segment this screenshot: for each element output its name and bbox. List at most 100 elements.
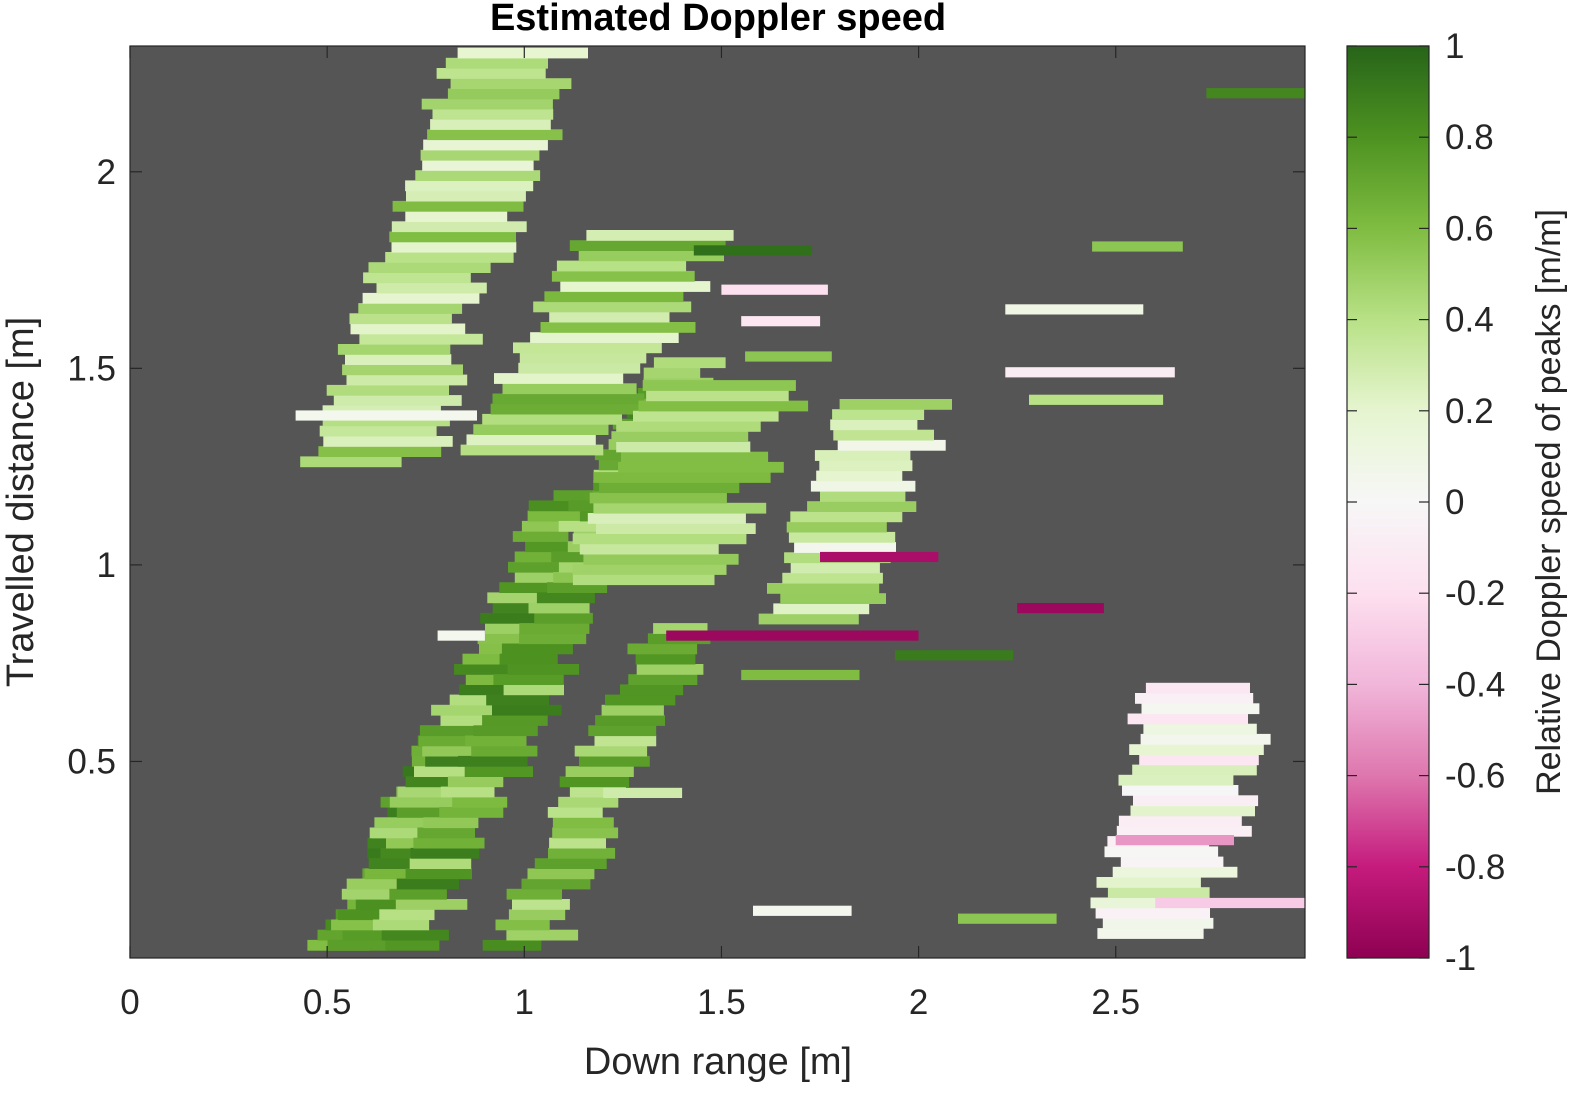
heatmap-cell: [653, 357, 726, 369]
heatmap-cell: [1139, 754, 1259, 766]
colorbar-tick-label: 0: [1445, 483, 1464, 522]
heatmap-cell: [494, 373, 624, 384]
heatmap-cell: [422, 160, 534, 171]
heatmap-cell: [1029, 394, 1164, 405]
heatmap-cell: [1097, 928, 1204, 939]
heatmap-cell: [457, 47, 588, 59]
heatmap-cell: [519, 352, 647, 364]
heatmap-cell: [553, 490, 620, 501]
heatmap-band: [482, 623, 711, 951]
heatmap-cell: [415, 170, 541, 181]
heatmap-cell: [1132, 764, 1257, 776]
heatmap-cell: [355, 899, 408, 910]
heatmap-cell: [409, 858, 472, 869]
heatmap-cell: [1017, 603, 1104, 614]
heatmap-cell: [894, 650, 1014, 661]
heatmap-cell: [471, 745, 538, 757]
heatmap-cell: [480, 612, 548, 624]
heatmap-cell: [372, 919, 430, 931]
heatmap-cell: [485, 623, 543, 634]
heatmap-cell: [628, 674, 698, 685]
heatmap-cell: [627, 643, 698, 655]
heatmap-cell: [389, 231, 516, 243]
heatmap-cell: [342, 929, 400, 941]
x-tick-label: 2: [909, 983, 928, 1022]
heatmap-cell: [1127, 713, 1248, 725]
colorbar-ticks: 1 0.8 0.6 0.4 0.2 0 -0.2 -0.4 -0.6 -0.8 -1: [1347, 27, 1505, 978]
heatmap-cell: [528, 602, 590, 614]
heatmap-cell: [773, 603, 870, 615]
heatmap-cell: [396, 878, 459, 890]
heatmap-cell: [958, 913, 1057, 924]
heatmap-cell: [579, 755, 650, 767]
heatmap-cell: [595, 715, 665, 726]
heatmap-cell: [462, 653, 517, 665]
heatmap-cell: [420, 149, 540, 161]
heatmap-cell: [642, 380, 796, 391]
heatmap-cell: [633, 410, 779, 422]
heatmap-cell: [318, 446, 442, 457]
heatmap-cell: [721, 284, 828, 295]
heatmap-cell: [508, 909, 566, 921]
heatmap-cell: [322, 415, 450, 427]
heatmap-cell: [507, 664, 580, 675]
heatmap-cell: [508, 561, 562, 573]
heatmap-cell: [326, 384, 449, 396]
heatmap-cell: [741, 669, 860, 681]
heatmap-cell: [1096, 877, 1201, 888]
heatmap-cell: [514, 572, 574, 583]
y-tick-label: 2: [97, 153, 116, 192]
heatmap-cell: [745, 351, 832, 362]
heatmap-cell: [547, 582, 608, 593]
heatmap-cell: [1129, 744, 1264, 755]
heatmap-cell: [521, 878, 591, 890]
heatmap-cell: [376, 282, 487, 294]
heatmap-cell: [528, 500, 593, 512]
heatmap-cell: [643, 367, 701, 379]
heatmap-cell: [342, 364, 463, 376]
heatmap-cell: [1116, 825, 1252, 837]
heatmap-cell: [300, 456, 402, 468]
heatmap-cell: [1140, 733, 1271, 745]
heatmap-cell: [486, 694, 549, 706]
heatmap-cell: [337, 909, 396, 921]
heatmap-cell: [594, 735, 657, 747]
heatmap-cell: [548, 847, 616, 859]
heatmap-cell: [430, 119, 551, 130]
heatmap-cell: [359, 333, 483, 345]
heatmap-cell: [574, 745, 648, 757]
colorbar-tick-label: -0.2: [1445, 574, 1505, 613]
heatmap-cell: [396, 807, 456, 818]
chart-title: Estimated Doppler speed: [490, 0, 946, 39]
heatmap-cell: [589, 492, 727, 504]
heatmap-cell: [552, 817, 614, 829]
heatmap-cell: [1102, 917, 1214, 929]
colorbar-tick-label: 0.8: [1445, 118, 1494, 157]
heatmap-cell: [495, 919, 550, 931]
colorbar-tick-label: 0.4: [1445, 301, 1494, 340]
heatmap-cell: [525, 541, 582, 553]
heatmap-band: [1090, 682, 1271, 939]
heatmap-cell: [666, 630, 919, 641]
heatmap-cell: [558, 520, 625, 532]
heatmap-cell: [620, 684, 684, 696]
heatmap-cell: [519, 623, 590, 634]
heatmap-cell: [457, 755, 528, 767]
heatmap-cell: [502, 383, 637, 395]
heatmap-cell: [565, 766, 634, 777]
heatmap-cell: [616, 421, 761, 432]
heatmap-cell: [349, 313, 452, 325]
heatmap-cell: [331, 919, 392, 931]
heatmap-cell: [337, 344, 451, 355]
heatmap-cell: [439, 807, 504, 818]
heatmap-cell: [395, 899, 468, 910]
heatmap-cell: [816, 470, 903, 482]
heatmap-cell: [493, 674, 564, 685]
heatmap-cell: [323, 436, 453, 447]
heatmap-cell: [512, 899, 570, 910]
heatmap-band: [300, 47, 588, 468]
heatmap-cell: [569, 240, 726, 251]
heatmap-cell: [392, 200, 524, 212]
colorbar-tick-label: -0.4: [1445, 665, 1505, 704]
colorbar-tick-label: -1: [1445, 939, 1476, 978]
